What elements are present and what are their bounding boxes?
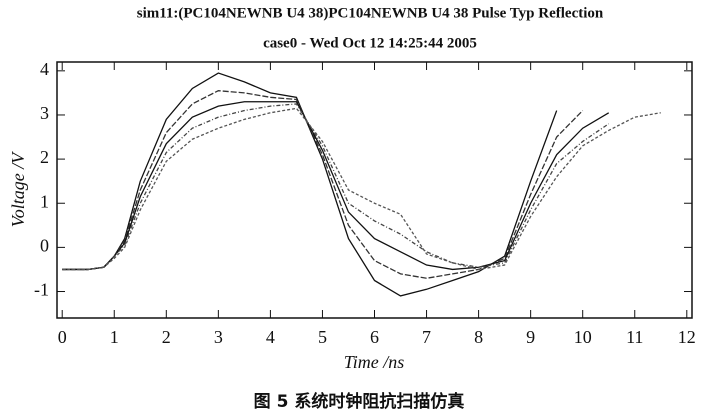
x-tick-label: 2 xyxy=(162,327,171,347)
y-tick-label: 2 xyxy=(40,147,49,167)
series-line xyxy=(62,103,610,271)
chart-subtitle: case0 - Wed Oct 12 14:25:44 2005 xyxy=(263,35,477,51)
y-tick-label: 4 xyxy=(40,59,49,79)
chart-title: sim11:(PC104NEWNB U4 38)PC104NEWNB U4 38… xyxy=(137,5,604,21)
y-tick-label: 0 xyxy=(40,236,49,256)
x-tick-label: 12 xyxy=(678,327,696,347)
x-tick-label: 11 xyxy=(626,327,643,347)
series-line xyxy=(62,107,661,271)
x-tick-label: 4 xyxy=(266,327,275,347)
series-line xyxy=(62,72,558,297)
x-tick-label: 3 xyxy=(214,327,223,347)
series-line xyxy=(62,101,610,271)
x-tick-label: 1 xyxy=(110,327,119,347)
y-tick-label: 3 xyxy=(40,103,49,123)
x-tick-label: 6 xyxy=(370,327,379,347)
y-axis-label: Voltage /V xyxy=(8,151,28,227)
y-tick-label: 1 xyxy=(40,191,49,211)
x-tick-label: 0 xyxy=(58,327,67,347)
y-tick-label: -1 xyxy=(34,280,49,300)
x-tick-label: 9 xyxy=(526,327,535,347)
x-tick-label: 8 xyxy=(474,327,483,347)
caption: 图 5 系统时钟阻抗扫描仿真 xyxy=(254,391,465,412)
x-tick-label: 5 xyxy=(318,327,327,347)
x-tick-label: 10 xyxy=(574,327,592,347)
x-tick-label: 7 xyxy=(422,327,431,347)
series-line xyxy=(62,90,584,279)
x-axis-label: Time /ns xyxy=(344,352,405,372)
